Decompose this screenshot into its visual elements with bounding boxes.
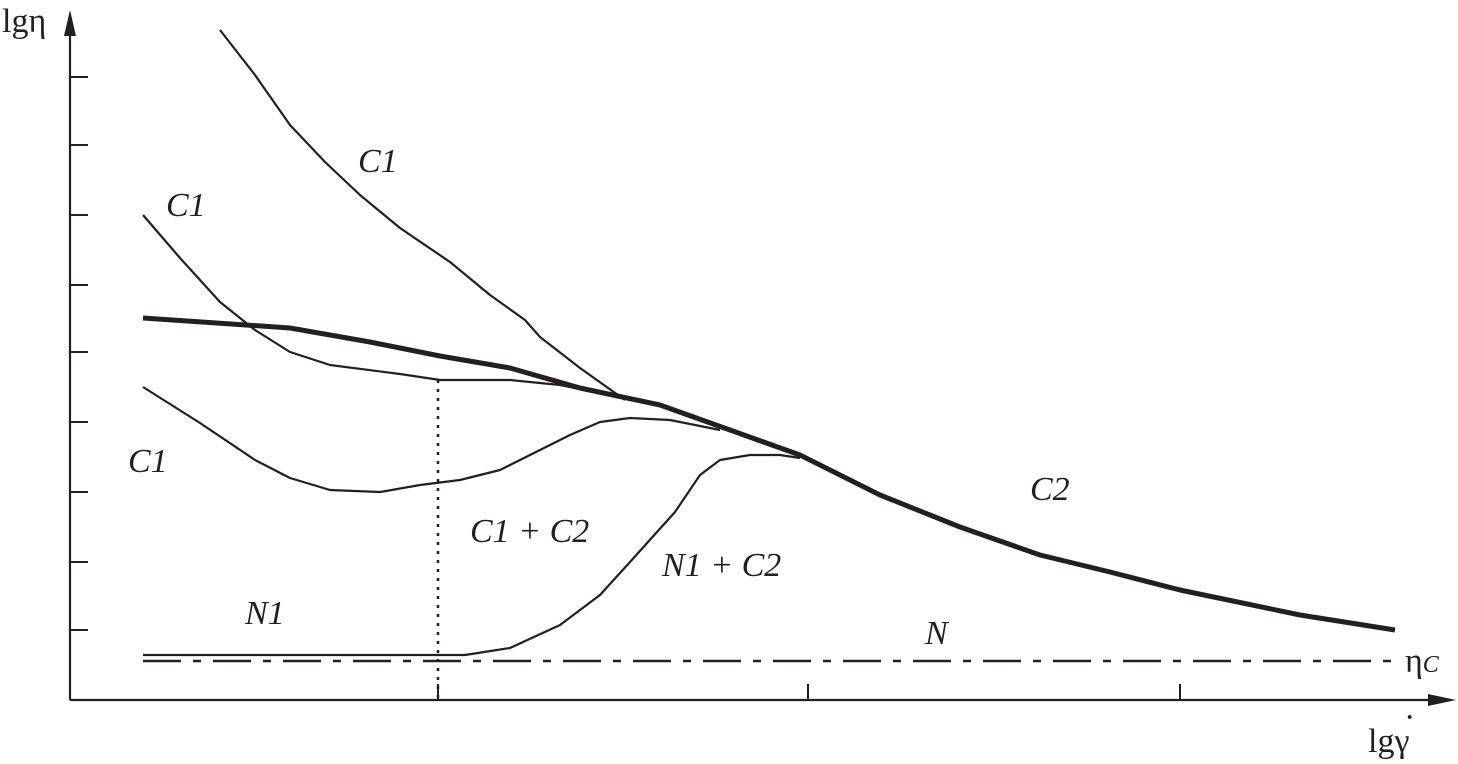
x-ticks	[437, 684, 1181, 700]
region-label-n1-c2: N1 + C2	[661, 547, 781, 584]
c1-curve-middle	[142, 214, 621, 399]
y-ticks	[70, 76, 88, 631]
region-label-n: N	[924, 615, 950, 652]
x-axis-arrow	[1428, 694, 1456, 706]
x-axis-label: lgγ	[1368, 723, 1409, 760]
y-axis-arrow	[64, 10, 76, 36]
x-axis-label-dot: ·	[1404, 699, 1415, 736]
c1-curve-lower	[142, 386, 721, 494]
c2-boundary-curve	[142, 315, 1396, 633]
region-label-c2: C2	[1030, 471, 1070, 508]
eta-c-label: ηC	[1405, 643, 1440, 680]
n1-c2-boundary-curve	[143, 453, 801, 657]
y-axis-label: lgη	[2, 3, 46, 40]
region-label-c1-top: C1	[358, 143, 398, 180]
region-label-c1-c2: C1 + C2	[470, 513, 589, 550]
region-label-c1-mid: C1	[166, 187, 206, 224]
region-label-n1: N1	[244, 595, 285, 632]
region-label-c1-low: C1	[128, 443, 168, 480]
c1-curve-top	[219, 29, 626, 401]
